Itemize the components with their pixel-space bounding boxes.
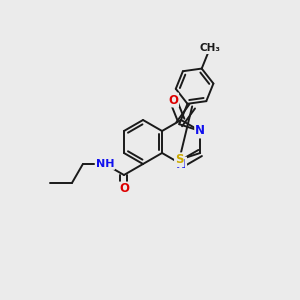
Text: S: S [175, 153, 184, 166]
Text: CH₃: CH₃ [200, 43, 220, 53]
Text: N: N [176, 158, 186, 170]
Text: O: O [168, 94, 178, 106]
Text: N: N [195, 124, 205, 137]
Text: O: O [119, 182, 129, 196]
Text: NH: NH [96, 159, 114, 169]
